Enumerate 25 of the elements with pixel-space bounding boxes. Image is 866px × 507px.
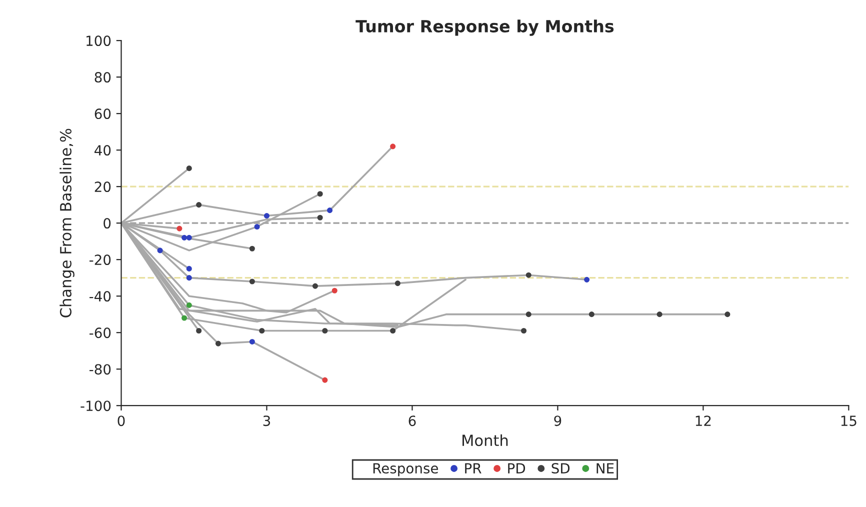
y-tick-label: -20 bbox=[90, 254, 111, 266]
x-tick-label: 9 bbox=[554, 416, 562, 426]
legend-label: SD bbox=[552, 463, 570, 474]
x-axis-title: Month bbox=[462, 434, 508, 446]
legend-title: Response bbox=[373, 463, 438, 476]
x-tick-label: 12 bbox=[696, 416, 711, 426]
chart-title: Tumor Response by Months bbox=[356, 20, 614, 36]
y-tick-label: -80 bbox=[90, 364, 111, 375]
legend-label: NE bbox=[596, 463, 614, 474]
y-tick-label: 60 bbox=[94, 108, 111, 120]
y-tick-label: 100 bbox=[86, 36, 111, 46]
y-axis-title: Change From Baseline,% bbox=[60, 128, 74, 318]
y-tick-label: 0 bbox=[104, 218, 111, 229]
x-tick-label: 15 bbox=[841, 416, 856, 426]
legend-label: PD bbox=[508, 463, 526, 474]
x-tick-label: 6 bbox=[408, 416, 416, 426]
y-tick-label: -100 bbox=[80, 400, 111, 412]
y-tick-label: -40 bbox=[90, 291, 111, 302]
x-tick-label: 0 bbox=[118, 416, 125, 426]
y-tick-label: 80 bbox=[94, 72, 111, 83]
y-tick-label: -60 bbox=[90, 328, 111, 338]
legend-label: PR bbox=[465, 463, 482, 474]
y-tick-label: 40 bbox=[94, 145, 111, 156]
x-tick-label: 3 bbox=[263, 416, 270, 426]
y-tick-label: 20 bbox=[94, 182, 111, 192]
